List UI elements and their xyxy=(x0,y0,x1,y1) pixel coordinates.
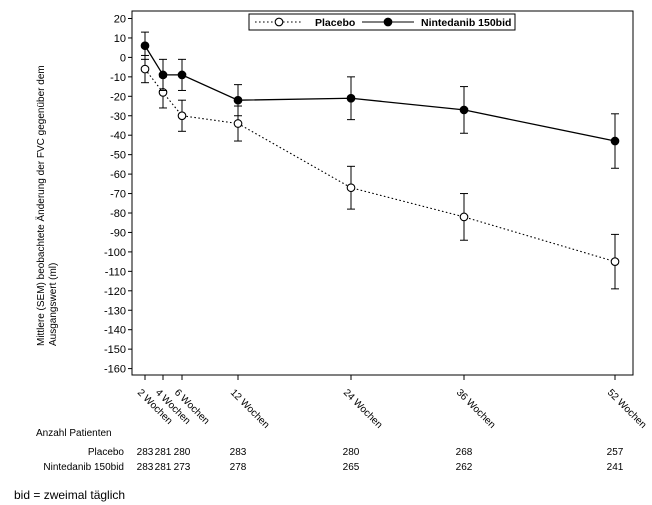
y-tick-label: -40 xyxy=(110,130,126,142)
legend: Placebo Nintedanib 150bid xyxy=(248,13,516,31)
data-point xyxy=(610,136,620,146)
y-tick-label: 10 xyxy=(114,33,126,45)
y-tick-label: 20 xyxy=(114,14,126,26)
legend-marker xyxy=(274,17,284,27)
y-tick-label: -50 xyxy=(110,150,126,162)
data-point xyxy=(177,70,187,80)
patients-count: 268 xyxy=(456,447,473,458)
x-tick-label: 52 Wochen xyxy=(605,387,648,430)
y-tick-label: -60 xyxy=(110,169,126,181)
patients-count: 273 xyxy=(174,462,191,473)
y-tick-label: -90 xyxy=(110,227,126,239)
patients-table-title: Anzahl Patienten xyxy=(36,428,112,439)
y-tick-label: -20 xyxy=(110,91,126,103)
y-axis-label-line-2: Ausgangswert (ml) xyxy=(48,263,59,346)
patients-row-label: Placebo xyxy=(88,447,125,458)
plot-frame xyxy=(131,10,634,376)
patients-count: 281 xyxy=(155,447,172,458)
data-point xyxy=(459,105,469,115)
data-point xyxy=(233,95,243,105)
data-point xyxy=(459,212,469,222)
footnote: bid = zweimal täglich xyxy=(14,488,126,502)
y-tick-label: -130 xyxy=(104,305,126,317)
legend-marker xyxy=(383,17,393,27)
x-tick-label: 12 Wochen xyxy=(228,387,271,430)
patients-row-label: Nintedanib 150bid xyxy=(43,462,124,473)
y-tick-label: 0 xyxy=(120,52,126,64)
patients-count: 265 xyxy=(343,462,360,473)
y-tick-label: -110 xyxy=(105,266,126,278)
patients-count: 241 xyxy=(607,462,624,473)
y-axis-label: Mittlere (SEM) beobachtete Änderung der … xyxy=(35,65,59,346)
legend-label: Placebo xyxy=(315,17,355,29)
data-point xyxy=(346,93,356,103)
patients-count: 281 xyxy=(155,462,172,473)
y-tick-label: -80 xyxy=(110,208,126,220)
legend-label: Nintedanib 150bid xyxy=(421,17,511,29)
y-tick-label: -160 xyxy=(104,364,126,376)
patients-count: 262 xyxy=(456,462,473,473)
series-layer xyxy=(140,31,620,290)
patients-count: 280 xyxy=(174,447,191,458)
data-point xyxy=(610,257,620,266)
patients-count: 283 xyxy=(230,447,247,458)
y-tick-label: -10 xyxy=(110,72,126,84)
y-tick-label: -70 xyxy=(110,189,126,201)
y-axis-label-line-1: Mittlere (SEM) beobachtete Änderung der … xyxy=(35,65,47,346)
patients-count: 280 xyxy=(343,447,360,458)
data-point xyxy=(177,111,187,121)
patients-count: 257 xyxy=(607,447,624,458)
y-tick-label: -120 xyxy=(104,286,126,298)
series-line xyxy=(144,45,616,142)
y-tick-label: -100 xyxy=(104,247,126,259)
data-point xyxy=(346,183,356,193)
y-tick-label: -150 xyxy=(104,344,126,356)
y-tick-label: -140 xyxy=(104,325,126,337)
series-line xyxy=(144,68,616,263)
x-tick-label: 36 Wochen xyxy=(454,387,497,430)
patients-count: 283 xyxy=(137,447,154,458)
y-axis: 20 10 0 -10 -20 -30 -40 -50 -60 -70 -80 -90 -100 -110… xyxy=(104,14,132,376)
data-point xyxy=(233,119,243,128)
data-point xyxy=(140,64,150,74)
y-tick-label: -30 xyxy=(110,111,126,123)
patients-count: 283 xyxy=(137,462,154,473)
data-point xyxy=(140,41,150,51)
x-tick-label: 24 Wochen xyxy=(341,387,384,430)
patients-count: 278 xyxy=(230,462,247,473)
data-point xyxy=(158,70,168,80)
